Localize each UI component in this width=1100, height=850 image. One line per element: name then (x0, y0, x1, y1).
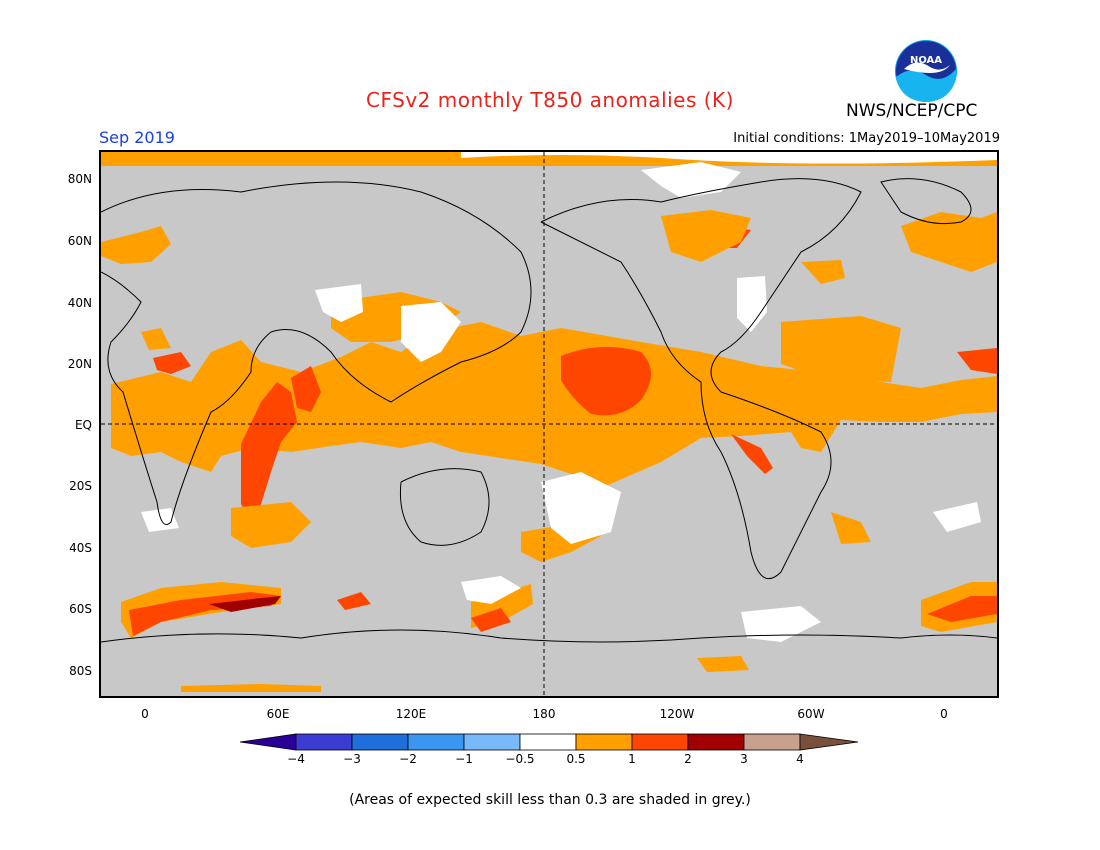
southern-ocean-strong-core (209, 596, 281, 612)
lon-label: 120E (395, 707, 427, 721)
lon-label: 0 (141, 707, 149, 721)
lat-label: 80N (67, 172, 92, 186)
lat-label: 20N (67, 357, 92, 371)
colorbar-label: −4 (287, 752, 305, 766)
lon-label: 60E (266, 707, 290, 721)
colorbar-label: −1 (455, 752, 473, 766)
lat-label: 40N (67, 296, 92, 310)
lat-label: 80S (69, 664, 92, 678)
east-asia-neutral-area (401, 302, 461, 362)
map-title: CFSv2 monthly T850 anomalies (K) (366, 88, 734, 112)
lon-label: 180 (532, 707, 556, 721)
lon-label: 120W (659, 707, 695, 721)
lat-label: 40S (69, 541, 92, 555)
lon-label: 60W (797, 707, 825, 721)
colorbar-label: 4 (796, 752, 804, 766)
lat-label: EQ (74, 418, 92, 432)
central-pacific-warm-core (561, 346, 651, 416)
colorbar-label: −0.5 (505, 752, 535, 766)
colorbar-label: 1 (628, 752, 636, 766)
coastlines (101, 178, 997, 643)
colorbar-label: 0.5 (566, 752, 586, 766)
lat-label: 60N (67, 234, 92, 248)
colorbar-low-arrow (239, 733, 297, 751)
forecast-period: Sep 2019 (99, 128, 175, 147)
indian-ocean-warm-core (241, 382, 297, 522)
colorbar-label: 2 (684, 752, 692, 766)
noaa-logo: NOAA (895, 40, 957, 102)
colorbar-label: −3 (343, 752, 361, 766)
anomaly-map (101, 152, 997, 696)
colorbar-high-arrow (799, 733, 859, 751)
lat-label: 60S (69, 602, 92, 616)
skill-footnote: (Areas of expected skill less than 0.3 a… (349, 792, 751, 808)
logo-text: NOAA (910, 55, 942, 66)
colorbar-label: 3 (740, 752, 748, 766)
colorbar-label: −2 (399, 752, 417, 766)
lat-label: 20S (69, 479, 92, 493)
lon-label: 0 (940, 707, 948, 721)
initial-conditions: Initial conditions: 1May2019–10May2019 (733, 131, 1000, 146)
org-label: NWS/NCEP/CPC (846, 101, 978, 121)
tropical-anomaly-region (111, 322, 997, 488)
colorbar (239, 733, 859, 751)
map-panel (99, 150, 999, 698)
